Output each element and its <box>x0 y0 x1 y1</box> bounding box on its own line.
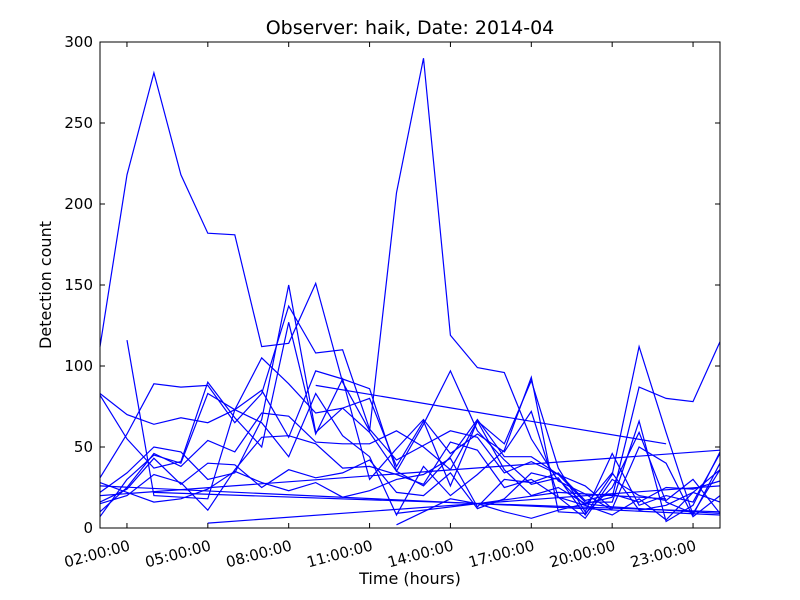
y-tick-label: 200 <box>64 195 93 213</box>
series-line-13 <box>99 485 721 516</box>
chart-title: Observer: haik, Date: 2014-04 <box>266 17 555 39</box>
y-axis-title: Detection count <box>36 221 55 349</box>
y-tick-label: 150 <box>64 276 93 294</box>
series-line-16 <box>396 498 721 526</box>
series-line-17 <box>315 384 667 445</box>
series-line-9 <box>99 457 721 521</box>
y-tick-label: 0 <box>83 519 93 537</box>
y-tick-label: 50 <box>74 438 93 456</box>
series-line-12 <box>207 485 721 524</box>
series-line-2 <box>126 339 721 517</box>
series-line-5 <box>99 304 721 518</box>
series-line-1 <box>99 58 613 511</box>
series-line-14 <box>99 449 721 497</box>
x-axis-title: Time (hours) <box>358 569 461 588</box>
series-line-3 <box>99 370 721 523</box>
series-line-18 <box>396 491 667 514</box>
y-tick-label: 100 <box>64 357 93 375</box>
series-line-15 <box>153 491 721 513</box>
y-tick-label: 250 <box>64 114 93 132</box>
series-line-8 <box>99 378 721 514</box>
series-line-4 <box>99 322 721 520</box>
y-axis: 0 50 100 150 200 250 300 <box>64 33 720 537</box>
series-lines <box>99 58 721 526</box>
y-tick-label: 300 <box>64 33 93 51</box>
series-line-10 <box>99 435 721 512</box>
